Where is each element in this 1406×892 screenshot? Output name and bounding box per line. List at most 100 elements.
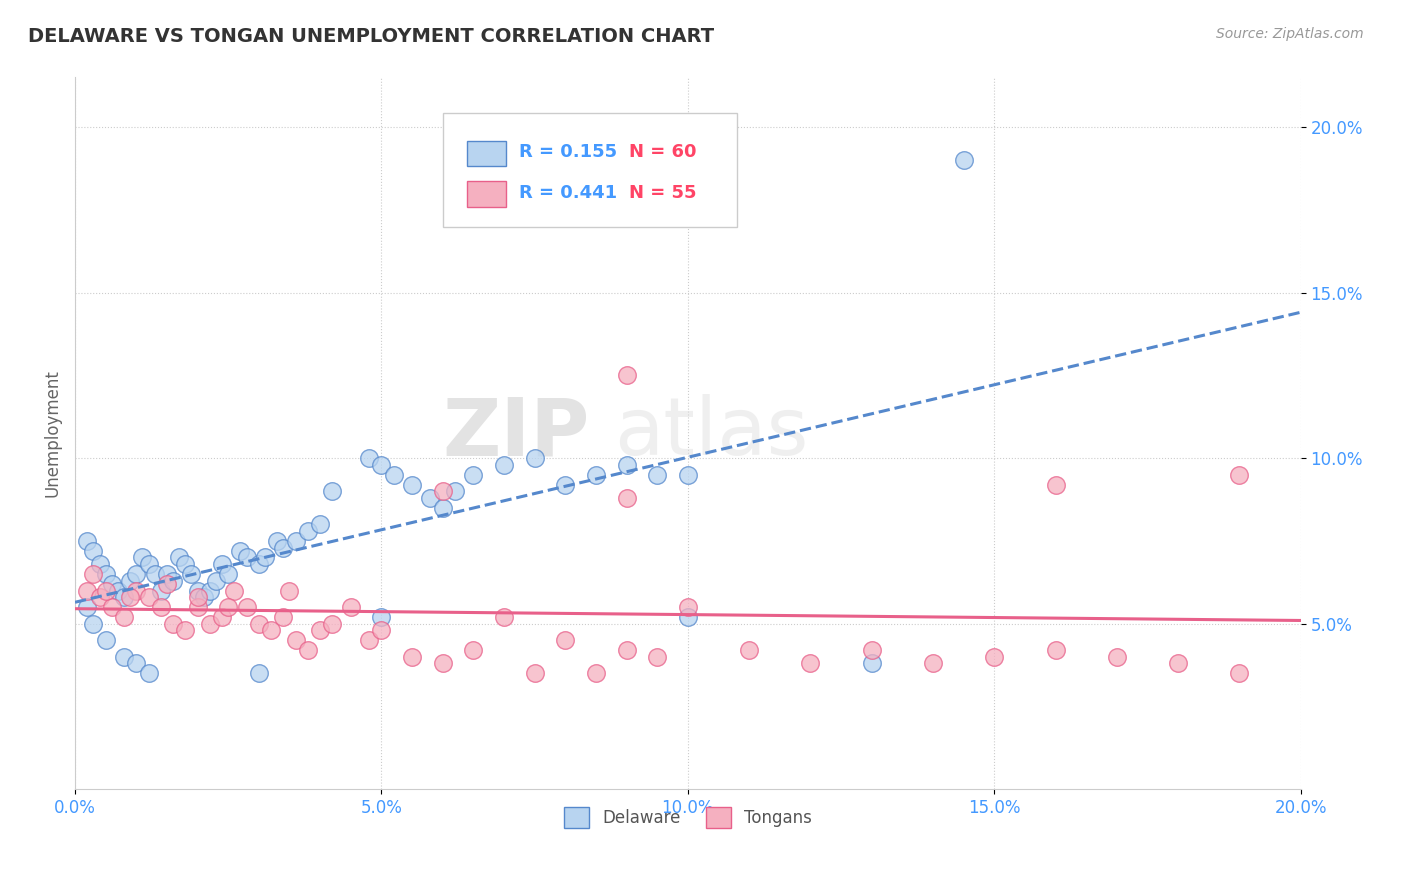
Point xyxy=(217,567,239,582)
Point xyxy=(89,557,111,571)
Point xyxy=(211,557,233,571)
Point xyxy=(149,600,172,615)
Point xyxy=(149,583,172,598)
Point xyxy=(138,557,160,571)
Point xyxy=(112,610,135,624)
Point xyxy=(799,657,821,671)
Point xyxy=(235,550,257,565)
Point xyxy=(860,657,883,671)
Point xyxy=(76,583,98,598)
Point xyxy=(112,649,135,664)
Point xyxy=(278,583,301,598)
Point xyxy=(156,567,179,582)
Point xyxy=(211,610,233,624)
Text: N = 60: N = 60 xyxy=(628,144,696,161)
Point xyxy=(162,574,184,588)
Point xyxy=(125,567,148,582)
Point xyxy=(585,467,607,482)
Point xyxy=(120,591,142,605)
Point xyxy=(187,583,209,598)
Point xyxy=(1227,666,1250,681)
Point xyxy=(1045,477,1067,491)
Point xyxy=(370,610,392,624)
Point xyxy=(180,567,202,582)
Point xyxy=(1167,657,1189,671)
Point xyxy=(370,458,392,472)
Point xyxy=(131,550,153,565)
Text: R = 0.441: R = 0.441 xyxy=(519,184,617,202)
Point xyxy=(101,600,124,615)
Point xyxy=(284,533,307,548)
Point xyxy=(297,524,319,538)
Point xyxy=(359,633,381,648)
Text: Source: ZipAtlas.com: Source: ZipAtlas.com xyxy=(1216,27,1364,41)
Point xyxy=(738,643,761,657)
Point xyxy=(187,591,209,605)
Point xyxy=(253,550,276,565)
Point xyxy=(125,657,148,671)
Point xyxy=(401,477,423,491)
Point xyxy=(645,649,668,664)
Point xyxy=(76,533,98,548)
Point xyxy=(229,544,252,558)
Point xyxy=(247,666,270,681)
Point xyxy=(1105,649,1128,664)
Point xyxy=(235,600,257,615)
Point xyxy=(156,577,179,591)
Point xyxy=(339,600,361,615)
Point xyxy=(922,657,945,671)
Point xyxy=(309,624,332,638)
Point xyxy=(247,616,270,631)
Point xyxy=(82,544,104,558)
Point xyxy=(309,517,332,532)
Point xyxy=(616,643,638,657)
Point xyxy=(198,616,221,631)
Point xyxy=(205,574,228,588)
Point xyxy=(167,550,190,565)
Point xyxy=(645,467,668,482)
Text: R = 0.155: R = 0.155 xyxy=(519,144,617,161)
Y-axis label: Unemployment: Unemployment xyxy=(44,369,60,497)
Point xyxy=(94,583,117,598)
Point xyxy=(187,600,209,615)
Point xyxy=(162,616,184,631)
Point xyxy=(120,574,142,588)
Point xyxy=(616,458,638,472)
Point xyxy=(224,583,246,598)
Point xyxy=(463,643,485,657)
FancyBboxPatch shape xyxy=(467,181,506,207)
Point xyxy=(321,616,343,631)
Point xyxy=(76,600,98,615)
Point xyxy=(138,666,160,681)
Point xyxy=(94,633,117,648)
Point xyxy=(266,533,288,548)
Point xyxy=(82,616,104,631)
Point xyxy=(444,484,467,499)
Text: ZIP: ZIP xyxy=(443,394,589,473)
Point xyxy=(284,633,307,648)
Point xyxy=(193,591,215,605)
Point xyxy=(273,541,295,555)
Point xyxy=(217,600,239,615)
Point xyxy=(676,467,699,482)
Point xyxy=(432,484,454,499)
Point xyxy=(616,491,638,505)
Point xyxy=(260,624,283,638)
Text: atlas: atlas xyxy=(614,394,808,473)
Point xyxy=(1227,467,1250,482)
Point xyxy=(198,583,221,598)
Text: DELAWARE VS TONGAN UNEMPLOYMENT CORRELATION CHART: DELAWARE VS TONGAN UNEMPLOYMENT CORRELAT… xyxy=(28,27,714,45)
Point xyxy=(676,600,699,615)
Point xyxy=(125,583,148,598)
Point xyxy=(983,649,1005,664)
Point xyxy=(138,591,160,605)
Point xyxy=(143,567,166,582)
Point xyxy=(273,610,295,624)
Point xyxy=(89,591,111,605)
Point xyxy=(432,657,454,671)
Point xyxy=(174,557,197,571)
Point xyxy=(321,484,343,499)
Point xyxy=(82,567,104,582)
Point xyxy=(432,500,454,515)
Point xyxy=(952,153,974,168)
